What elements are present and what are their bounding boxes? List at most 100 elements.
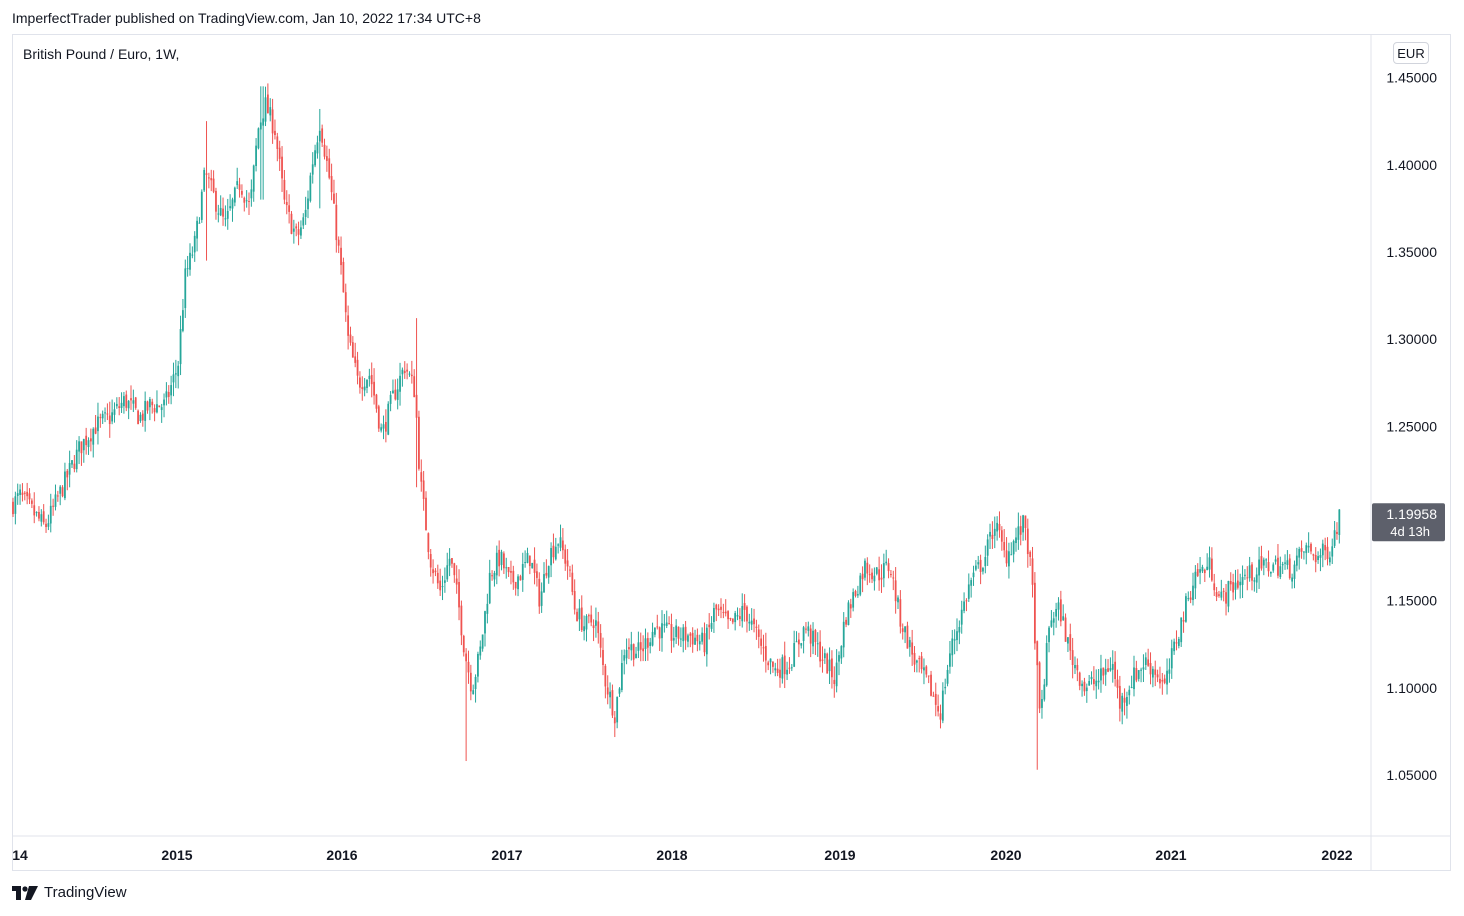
candle-body — [1300, 548, 1303, 552]
candle-body — [432, 569, 434, 574]
candle-body — [720, 606, 722, 610]
candle-body — [1336, 531, 1338, 535]
candle-body — [333, 193, 335, 204]
candle-body — [915, 660, 918, 663]
candle-body — [460, 605, 463, 636]
candle-body — [97, 416, 99, 432]
candle-body — [177, 365, 180, 377]
candle-body — [1213, 583, 1216, 591]
candle-body — [1159, 678, 1161, 684]
candle-body — [92, 428, 95, 445]
candle-body — [651, 631, 654, 646]
candle-body — [328, 158, 331, 178]
currency-button[interactable]: EUR — [1393, 42, 1429, 64]
candle-body — [1109, 668, 1112, 671]
candle-body — [340, 247, 342, 266]
candle-body — [1024, 515, 1027, 528]
candle-body — [949, 653, 951, 667]
candle-body — [1180, 617, 1183, 643]
candle-body — [786, 669, 788, 675]
candle-body — [800, 643, 803, 646]
candle-body — [1163, 678, 1166, 683]
candle-body — [762, 647, 765, 649]
candle-body — [713, 608, 715, 623]
candle-body — [1196, 569, 1199, 576]
candle-body — [939, 713, 942, 720]
candle-body — [1045, 643, 1048, 686]
candle-body — [64, 471, 66, 499]
candle-body — [1236, 580, 1239, 588]
candle-body — [1222, 590, 1225, 592]
candles-group — [12, 83, 1341, 770]
tradingview-logo[interactable]: TradingView — [12, 884, 127, 901]
candle-body — [380, 427, 383, 431]
candle-body — [1057, 602, 1060, 610]
candle-body — [106, 413, 109, 415]
candle-body — [264, 97, 267, 122]
candle-body — [1135, 668, 1138, 681]
candle-body — [526, 552, 529, 563]
candle-body — [123, 396, 125, 407]
candle-body — [510, 571, 512, 573]
candle-body — [137, 410, 139, 425]
candle-body — [833, 679, 836, 685]
candle-body — [545, 572, 548, 576]
candle-body — [1116, 679, 1119, 688]
candle-body — [1241, 577, 1244, 585]
candle-body — [1246, 577, 1249, 579]
candle-body — [977, 562, 980, 565]
candle-body — [111, 412, 114, 422]
candle-body — [788, 667, 791, 669]
candle-body — [979, 559, 982, 573]
candle-body — [743, 603, 746, 610]
candle-body — [845, 619, 847, 625]
candle-body — [448, 558, 451, 566]
candle-body — [278, 147, 281, 159]
candle-body — [1107, 668, 1109, 672]
candle-body — [1133, 667, 1135, 690]
candle-body — [1123, 697, 1126, 703]
candle-body — [502, 553, 505, 569]
candle-body — [989, 531, 991, 537]
candle-body — [1130, 686, 1133, 688]
candle-body — [772, 661, 774, 667]
candle-body — [243, 197, 246, 203]
candle-body — [436, 572, 439, 584]
candle-body — [819, 641, 822, 662]
candle-body — [908, 640, 911, 648]
candle-body — [415, 394, 418, 418]
candle-body — [222, 208, 224, 217]
candle-body — [991, 534, 994, 540]
candle-body — [1229, 580, 1232, 585]
candle-body — [321, 128, 324, 143]
candle-body — [965, 600, 968, 602]
candle-body — [687, 635, 689, 642]
candle-body — [583, 626, 586, 632]
candle-body — [399, 375, 401, 392]
candle-body — [899, 599, 902, 627]
candle-body — [1008, 551, 1010, 567]
candle-body — [1244, 574, 1246, 576]
x-tick-label: 14 — [12, 847, 28, 863]
candle-body — [552, 545, 555, 558]
candle-body — [1156, 674, 1159, 678]
candle-body — [585, 616, 588, 630]
candle-body — [868, 574, 871, 576]
candle-body — [623, 655, 626, 661]
candle-body — [205, 173, 208, 175]
candle-body — [1303, 551, 1305, 553]
candle-body — [422, 480, 425, 499]
candle-body — [658, 627, 661, 639]
candle-body — [566, 560, 569, 567]
candle-body — [982, 568, 984, 572]
candle-body — [158, 405, 161, 408]
y-tick-label: 1.45000 — [1386, 70, 1437, 86]
candle-body — [882, 563, 885, 579]
candle-body — [1168, 669, 1171, 674]
candle-body — [144, 400, 147, 421]
candle-body — [274, 130, 276, 136]
candle-body — [484, 611, 486, 634]
candle-body — [835, 662, 838, 687]
candle-body — [755, 626, 758, 628]
candle-body — [283, 179, 286, 200]
